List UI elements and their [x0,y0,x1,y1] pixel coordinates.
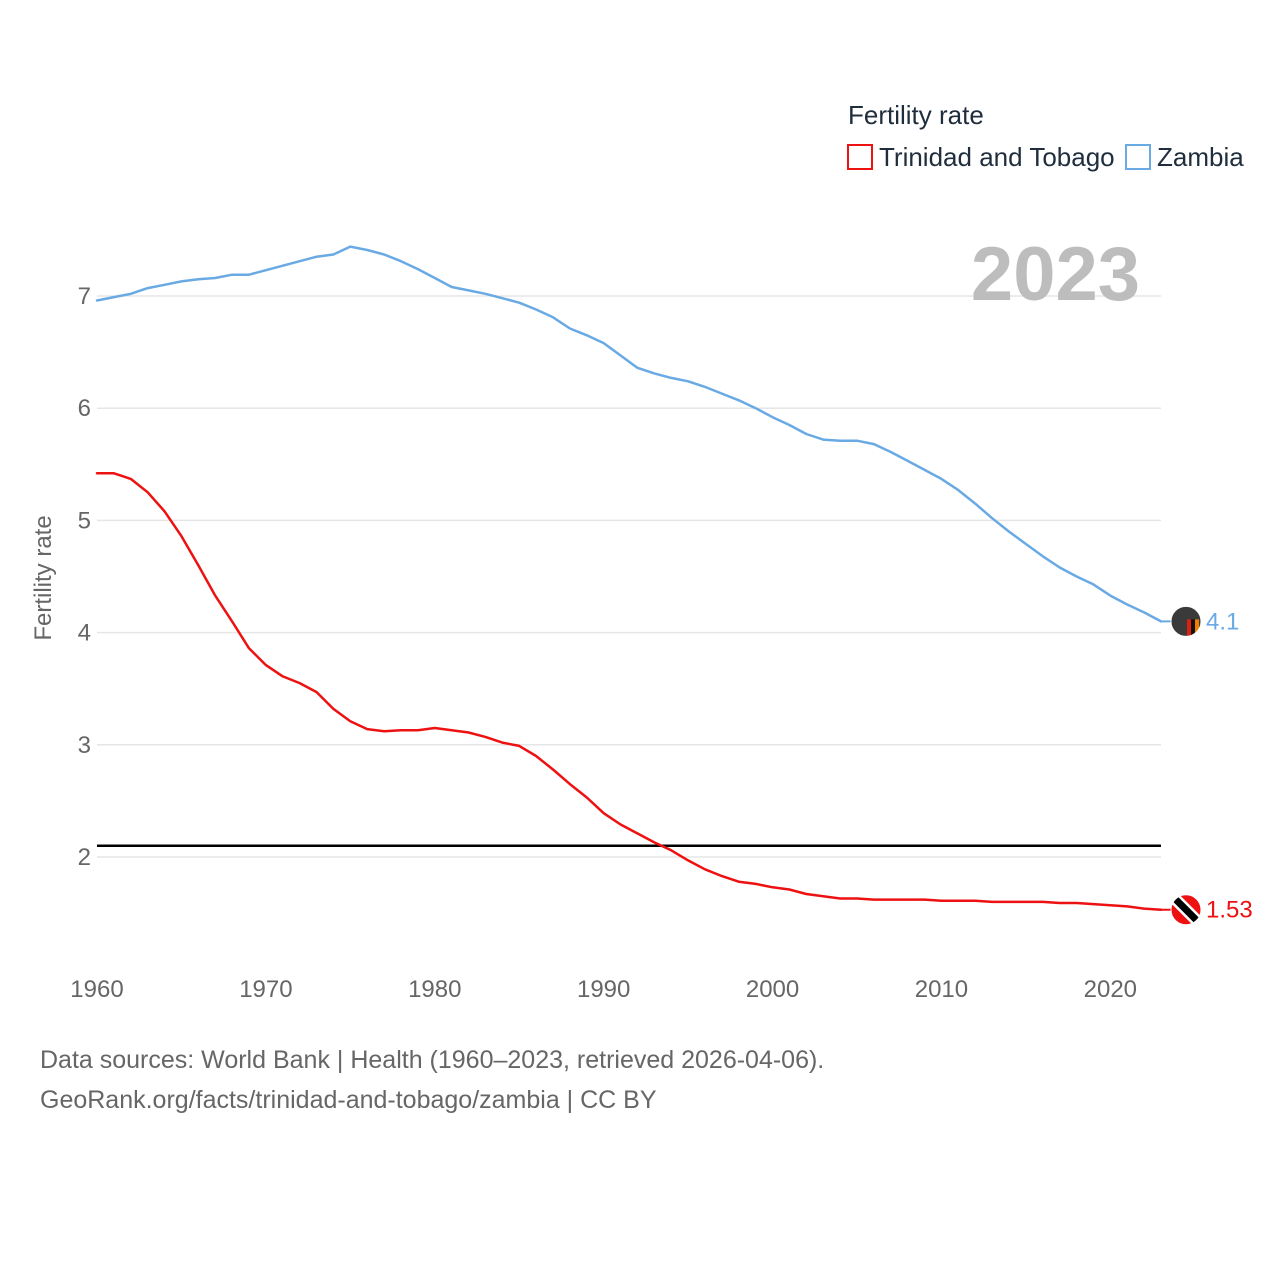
series-line-trinidad[interactable] [95,472,1163,911]
series-line-zambia[interactable] [95,245,1163,623]
flag-icon-zambia [1170,605,1202,637]
flag-icon-trinidad [1170,894,1202,926]
x-tick-label: 2000 [746,976,799,1003]
grid-layer [97,295,1161,858]
source-url-text[interactable]: GeoRank.org/facts/trinidad-and-tobago/za… [40,1086,657,1114]
year-display: 2023 [971,232,1140,317]
y-tick-label: 6 [78,395,91,422]
y-tick-label: 4 [78,620,91,647]
legend-title: Fertility rate [848,100,984,130]
x-tick-label: 1970 [239,976,292,1003]
end-value-label-zambia: 4.1 [1206,608,1239,635]
x-tick-label: 1990 [577,976,630,1003]
legend-label-zambia: Zambia [1157,142,1244,172]
x-tick-label: 2010 [915,976,968,1003]
legend-label-trinidad: Trinidad and Tobago [879,142,1115,172]
legend-swatch-zambia [1125,144,1151,170]
y-tick-label: 7 [78,283,91,310]
legend-item-trinidad[interactable]: Trinidad and Tobago [847,142,1115,172]
legend-swatch-trinidad [847,144,873,170]
y-tick-label: 2 [78,844,91,871]
x-tick-label: 2020 [1084,976,1137,1003]
end-value-label-trinidad: 1.53 [1206,897,1253,924]
y-tick-label: 3 [78,732,91,759]
series-layer [95,245,1163,911]
legend: Fertility rate Trinidad and Tobago Zambi… [847,100,1244,172]
legend-item-zambia[interactable]: Zambia [1125,142,1244,172]
y-tick-label: 5 [78,507,91,534]
footer: Data sources: World Bank | Health (1960–… [40,1040,824,1120]
x-tick-label: 1960 [70,976,123,1003]
axis-layer: 2 3 4 5 6 7 1960 1970 1980 1990 2000 2010 2020 [70,283,1137,1003]
x-tick-label: 1980 [408,976,461,1003]
data-sources-text: Data sources: World Bank | Health (1960–… [40,1046,825,1074]
end-marker-layer: 1.53 4.1 [1161,605,1253,926]
y-axis-label: Fertility rate [30,515,57,640]
